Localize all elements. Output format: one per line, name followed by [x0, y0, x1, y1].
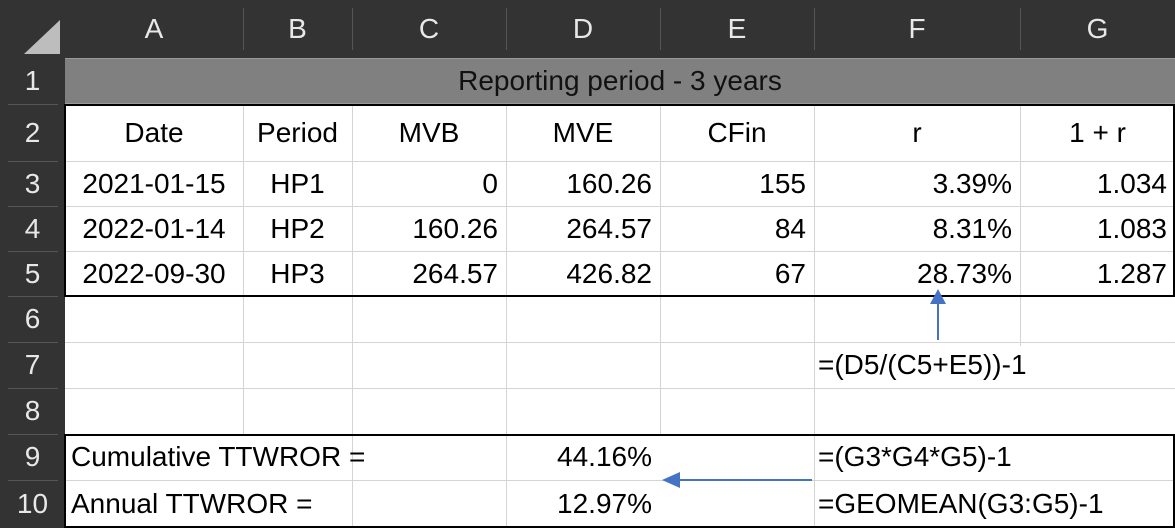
cell-a10-annual-label[interactable]: Annual TTWROR =	[71, 488, 313, 519]
column-header-e[interactable]: E	[660, 0, 814, 58]
cell-g4[interactable]: 1.083	[1096, 212, 1167, 244]
cell-f5[interactable]: 28.73%	[917, 257, 1012, 289]
cell-b3[interactable]: HP1	[270, 167, 325, 199]
cell-b2[interactable]: Period	[257, 116, 338, 148]
cell-c2[interactable]: MVB	[398, 116, 460, 148]
column-header-a[interactable]: A	[65, 0, 243, 58]
row-header-7[interactable]: 7	[0, 342, 65, 388]
cell-f9-formula-text[interactable]: =(G3*G4*G5)-1	[818, 441, 1012, 472]
cell-e4[interactable]: 84	[774, 212, 806, 244]
column-header-c[interactable]: C	[352, 0, 506, 58]
cell-b4[interactable]: HP2	[270, 212, 325, 244]
cell-f3[interactable]: 3.39%	[932, 167, 1012, 199]
cell-d5[interactable]: 426.82	[566, 257, 652, 289]
cell-d10-annual-value[interactable]: 12.97%	[557, 488, 652, 519]
column-header-g[interactable]: G	[1020, 0, 1175, 58]
title-cell-a1[interactable]: Reporting period - 3 years	[65, 58, 1175, 104]
cell-f2[interactable]: r	[912, 116, 922, 148]
row-header-8[interactable]: 8	[0, 388, 65, 434]
cell-e5[interactable]: 67	[774, 257, 806, 289]
row-header-4[interactable]: 4	[0, 206, 65, 251]
row-header-9[interactable]: 9	[0, 434, 65, 480]
cell-a5[interactable]: 2022-09-30	[82, 257, 226, 289]
cell-e2[interactable]: CFin	[707, 116, 767, 148]
cell-e3[interactable]: 155	[759, 167, 806, 199]
cell-c4[interactable]: 160.26	[412, 212, 498, 244]
column-header-d[interactable]: D	[506, 0, 660, 58]
cell-g3[interactable]: 1.034	[1096, 167, 1167, 199]
cell-d9-cumulative-value[interactable]: 44.16%	[557, 441, 652, 472]
cell-f4[interactable]: 8.31%	[932, 212, 1012, 244]
row-header-2[interactable]: 2	[0, 104, 65, 161]
column-header-f[interactable]: F	[814, 0, 1020, 58]
column-header-b[interactable]: B	[243, 0, 352, 58]
row-header-5[interactable]: 5	[0, 251, 65, 296]
cell-a2[interactable]: Date	[124, 116, 184, 148]
cell-g2[interactable]: 1 + r	[1069, 116, 1126, 148]
select-all-triangle-icon	[24, 20, 60, 54]
select-all-corner[interactable]	[0, 0, 65, 58]
cell-d2[interactable]: MVE	[552, 116, 614, 148]
cell-d3[interactable]: 160.26	[566, 167, 652, 199]
row-header-6[interactable]: 6	[0, 296, 65, 342]
cell-a3[interactable]: 2021-01-15	[82, 167, 226, 199]
up-arrow-icon	[930, 289, 946, 340]
cell-c5[interactable]: 264.57	[412, 257, 498, 289]
cell-b5[interactable]: HP3	[270, 257, 325, 289]
cell-f7-formula-text[interactable]: =(D5/(C5+E5))-1	[818, 349, 1027, 380]
row-header-1[interactable]: 1	[0, 58, 65, 104]
row-header-10[interactable]: 10	[0, 480, 65, 528]
left-arrow-icon	[662, 472, 812, 488]
cell-d4[interactable]: 264.57	[566, 212, 652, 244]
cell-a9-cumulative-label[interactable]: Cumulative TTWROR =	[71, 441, 366, 472]
cell-a4[interactable]: 2022-01-14	[82, 212, 226, 244]
row-header-3[interactable]: 3	[0, 161, 65, 206]
cell-c3[interactable]: 0	[482, 167, 498, 199]
cell-g5[interactable]: 1.287	[1096, 257, 1167, 289]
cell-f10-formula-text[interactable]: =GEOMEAN(G3:G5)-1	[818, 488, 1104, 519]
